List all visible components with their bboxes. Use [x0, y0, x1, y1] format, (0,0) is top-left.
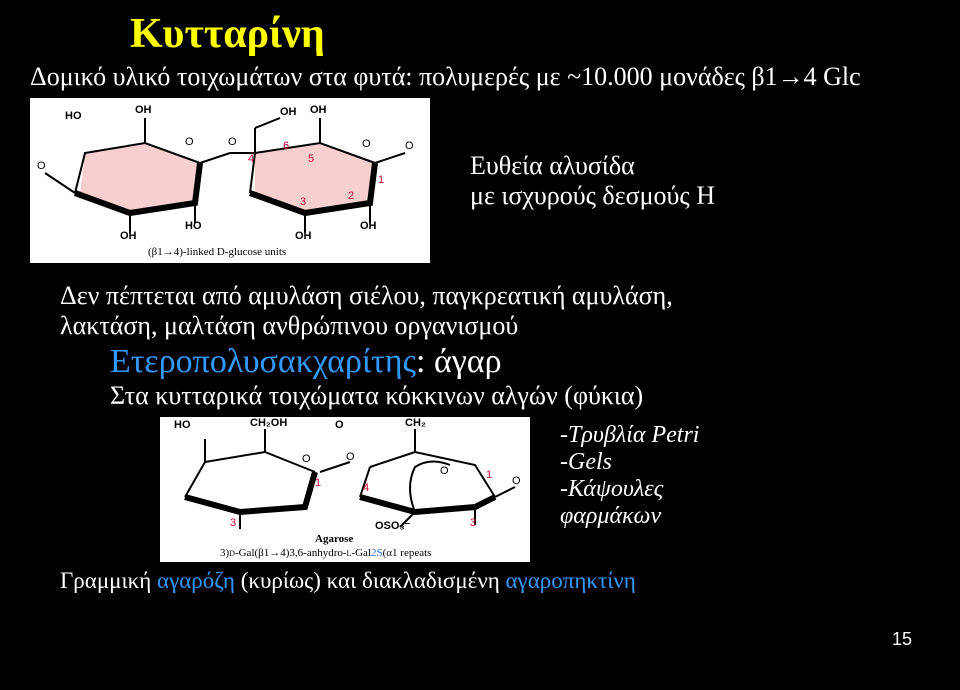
row-1: HO OH OH OH O O O O O OH HO OH OH 4 5 6 …	[30, 98, 930, 263]
label-o4: O	[37, 160, 46, 172]
label-o3: O	[405, 140, 414, 152]
chain-line2: με ισχυρούς δεσμούς Η	[470, 181, 715, 211]
label2-o1: O	[335, 419, 344, 431]
footer-agaropectin: αγαροπηκτίνη	[506, 568, 636, 593]
label2-n1b: 1	[486, 469, 492, 481]
hetero-label: Ετεροπολυσακχαρίτης	[110, 343, 416, 380]
label2-n3a: 3	[230, 517, 236, 529]
label-oh6: OH	[360, 220, 377, 232]
chem2-caption-l2: 3)d-Gal(β1→4)3,6-anhydro-l-Gal2S(α1 repe…	[220, 547, 431, 559]
algae-line: Στα κυτταρικά τοιχώματα κόκκινων αλγών (…	[110, 381, 930, 411]
uses-list: -Τρυβλία Petri -Gels -Κάψουλες φαρμάκων	[560, 422, 699, 530]
hetero-line: Ετεροπολυσακχαρίτης: άγαρ	[110, 343, 930, 381]
label2-n1a: 1	[315, 477, 321, 489]
label-n2: 2	[348, 190, 354, 202]
label-n4: 4	[248, 153, 254, 165]
list-item: -Κάψουλες	[560, 476, 699, 503]
label2-ho: HO	[174, 419, 191, 431]
label-ho2: HO	[185, 220, 202, 232]
chem1-caption: (β1→4)-linked D-glucose units	[148, 246, 286, 258]
label2-n3b: 3	[470, 517, 476, 529]
chem2-caption-l1: Agarose	[315, 533, 353, 545]
chem-structure-2: HO O CH₂OH CH₂ O O O O OSO₃⁻ 3 1 4 1 3 A…	[160, 417, 530, 562]
digest-line2: λακτάση, μαλτάση ανθρώπινου οργανισμού	[60, 311, 930, 341]
label-ho: HO	[65, 110, 82, 122]
label-oh: OH	[135, 104, 152, 116]
label2-ch2oh: CH₂OH	[250, 417, 287, 429]
label2-o2: O	[302, 453, 311, 465]
label-oh2: OH	[280, 106, 297, 118]
chain-description: Ευθεία αλυσίδα με ισχυρούς δεσμούς Η	[470, 151, 715, 211]
label2-o3: O	[440, 465, 449, 477]
digest-text: Δεν πέπτεται από αμυλάση σιέλου, παγκρεα…	[60, 281, 930, 341]
label-o2: O	[362, 138, 371, 150]
agar-label: : άγαρ	[416, 343, 502, 380]
label-oh3: OH	[310, 104, 327, 116]
label-n6: 6	[283, 140, 289, 152]
list-item: -Τρυβλία Petri	[560, 422, 699, 449]
subtitle: Δομικό υλικό τοιχωμάτων στα φυτά: πολυμε…	[30, 62, 930, 92]
footer-p1: Γραμμική	[60, 568, 157, 593]
list-item: φαρμάκων	[560, 503, 699, 530]
label-n3: 3	[300, 196, 306, 208]
footer-p3: (κυρίως) και διακλαδισμένη	[235, 568, 506, 593]
list-item: -Gels	[560, 449, 699, 476]
label2-o-bridge: O	[346, 451, 355, 463]
page-title: Κυτταρίνη	[30, 10, 930, 58]
chem-structure-1: HO OH OH OH O O O O O OH HO OH OH 4 5 6 …	[30, 98, 430, 263]
footer-line: Γραμμική αγαρόζη (κυρίως) και διακλαδισμ…	[60, 568, 930, 594]
label-oh4: OH	[120, 230, 137, 242]
digest-line1: Δεν πέπτεται από αμυλάση σιέλου, παγκρεα…	[60, 281, 930, 311]
page-number: 15	[892, 629, 912, 650]
row-2: HO O CH₂OH CH₂ O O O O OSO₃⁻ 3 1 4 1 3 A…	[160, 417, 930, 562]
label2-n4: 4	[363, 482, 369, 494]
chain-line1: Ευθεία αλυσίδα	[470, 151, 715, 181]
label2-o4: O	[512, 475, 521, 487]
label-oh5: OH	[295, 230, 312, 242]
label-o-bridge: O	[228, 136, 237, 148]
footer-agarose: αγαρόζη	[157, 568, 235, 593]
label-n5: 5	[308, 153, 314, 165]
label2-oso3: OSO₃⁻	[375, 519, 410, 532]
label-o1: O	[185, 136, 194, 148]
label-n1: 1	[378, 174, 384, 186]
label2-ch2: CH₂	[405, 417, 426, 429]
